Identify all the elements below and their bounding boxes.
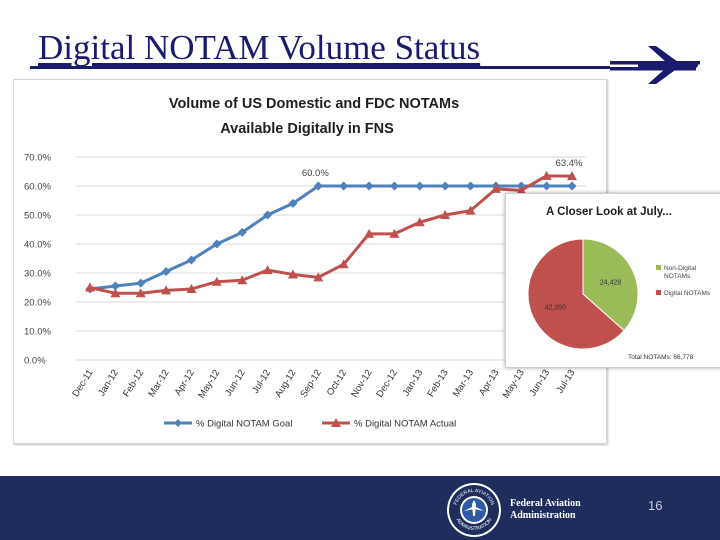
actual-point bbox=[287, 269, 298, 279]
series-line bbox=[89, 184, 572, 291]
actual-point bbox=[440, 210, 451, 219]
actual-point bbox=[186, 283, 197, 293]
goal-point bbox=[364, 181, 374, 191]
y-tick-label: 50.0% bbox=[24, 211, 51, 222]
goal-point bbox=[339, 181, 349, 191]
pie-slice bbox=[582, 238, 639, 332]
actual-point bbox=[567, 171, 577, 181]
data-label: 63.4% bbox=[556, 158, 583, 169]
goal-point bbox=[313, 181, 323, 191]
title-divider bbox=[30, 66, 610, 69]
x-tick-label: Jun-12 bbox=[223, 368, 248, 398]
goal-point bbox=[440, 181, 450, 191]
pie-inset-panel: A Closer Look at July... 24,428 42,350 No… bbox=[505, 193, 720, 368]
x-tick-label: Jan-13 bbox=[401, 368, 426, 398]
footer-bar bbox=[0, 476, 720, 540]
legend-label: % Digital NOTAM Goal bbox=[196, 419, 292, 430]
pie-legend-swatch bbox=[656, 290, 661, 295]
x-tick-label: Feb-13 bbox=[425, 368, 450, 399]
legend-marker bbox=[174, 419, 182, 427]
y-tick-label: 10.0% bbox=[24, 327, 51, 338]
x-tick-label: Jul-12 bbox=[250, 368, 273, 396]
actual-point bbox=[135, 288, 146, 298]
goal-point bbox=[389, 181, 399, 191]
x-tick-label: Apr-13 bbox=[477, 368, 501, 398]
x-tick-label: Sep-12 bbox=[298, 368, 324, 400]
page-number: 16 bbox=[648, 498, 663, 513]
pie-legend-label: Digital NOTAMs bbox=[664, 290, 711, 297]
x-tick-label: Mar-13 bbox=[451, 368, 476, 399]
actual-point bbox=[516, 185, 527, 195]
y-tick-label: 30.0% bbox=[24, 269, 51, 280]
y-tick-label: 20.0% bbox=[24, 298, 51, 309]
goal-point bbox=[136, 278, 146, 288]
pie-data-label: 24,428 bbox=[600, 280, 622, 287]
legend-label: % Digital NOTAM Actual bbox=[354, 419, 456, 430]
pie-legend-label: Non-Digital NOTAMs bbox=[664, 265, 697, 280]
goal-point bbox=[542, 181, 552, 191]
pie-chart: A Closer Look at July... 24,428 42,350 No… bbox=[527, 206, 711, 361]
y-tick-label: 70.0% bbox=[24, 153, 51, 164]
actual-point bbox=[262, 265, 273, 275]
agency-name: Federal Aviation Administration bbox=[510, 498, 581, 522]
goal-point bbox=[237, 227, 247, 237]
goal-point bbox=[567, 181, 577, 191]
x-tick-label: Jul-13 bbox=[555, 368, 578, 396]
x-tick-label: May-12 bbox=[196, 368, 222, 401]
actual-point bbox=[465, 205, 476, 215]
actual-point bbox=[490, 183, 501, 193]
goal-point bbox=[415, 181, 425, 191]
data-label: 60.0% bbox=[302, 168, 329, 179]
goal-point bbox=[161, 267, 171, 277]
actual-point bbox=[237, 275, 248, 285]
series-line bbox=[89, 174, 573, 295]
actual-point bbox=[338, 259, 349, 269]
pie-title: A Closer Look at July... bbox=[546, 206, 672, 218]
y-tick-label: 60.0% bbox=[24, 182, 51, 193]
pie-legend-swatch bbox=[656, 265, 661, 270]
goal-point bbox=[288, 198, 298, 208]
actual-point bbox=[364, 228, 375, 238]
x-tick-label: Apr-12 bbox=[173, 368, 197, 398]
actual-point bbox=[110, 288, 121, 298]
y-tick-label: 40.0% bbox=[24, 240, 51, 251]
agency-line-2: Administration bbox=[510, 510, 576, 521]
x-tick-label: Oct-12 bbox=[325, 368, 349, 398]
agency-line-1: Federal Aviation bbox=[510, 498, 581, 509]
x-tick-label: Dec-12 bbox=[374, 368, 400, 400]
slide-title: Digital NOTAM Volume Status bbox=[38, 28, 481, 67]
x-tick-label: Nov-12 bbox=[349, 368, 375, 400]
airplane-icon bbox=[610, 46, 700, 84]
x-tick-label: May-13 bbox=[501, 368, 527, 401]
goal-point bbox=[466, 181, 476, 191]
pie-slice bbox=[527, 238, 625, 350]
faa-seal-icon: FEDERAL AVIATION ADMINISTRATION bbox=[447, 483, 501, 537]
actual-point bbox=[161, 285, 172, 295]
actual-point bbox=[85, 282, 95, 292]
x-tick-label: Dec-11 bbox=[70, 368, 95, 399]
pie-data-label: 42,350 bbox=[545, 304, 567, 311]
legend-marker bbox=[331, 418, 341, 427]
x-tick-label: Jan-12 bbox=[96, 368, 121, 398]
pie-total-label: Total NOTAMs: 66,778 bbox=[628, 354, 694, 361]
actual-point bbox=[541, 170, 552, 180]
x-tick-label: Mar-12 bbox=[146, 368, 171, 399]
x-tick-label: Aug-12 bbox=[273, 368, 299, 400]
actual-point bbox=[211, 276, 222, 286]
actual-point bbox=[313, 272, 324, 282]
chart-title-line2: Available Digitally in FNS bbox=[220, 121, 394, 137]
chart-title-line1: Volume of US Domestic and FDC NOTAMs bbox=[169, 96, 459, 112]
line-chart: Volume of US Domestic and FDC NOTAMs Ava… bbox=[24, 96, 586, 430]
goal-point bbox=[186, 255, 196, 265]
goal-point bbox=[263, 210, 273, 220]
x-tick-label: Feb-12 bbox=[121, 368, 146, 399]
y-tick-label: 0.0% bbox=[24, 356, 46, 367]
actual-point bbox=[389, 228, 400, 238]
goal-point bbox=[110, 281, 120, 291]
x-tick-label: Jun-13 bbox=[527, 368, 552, 398]
goal-point bbox=[212, 239, 222, 249]
actual-point bbox=[414, 217, 425, 227]
